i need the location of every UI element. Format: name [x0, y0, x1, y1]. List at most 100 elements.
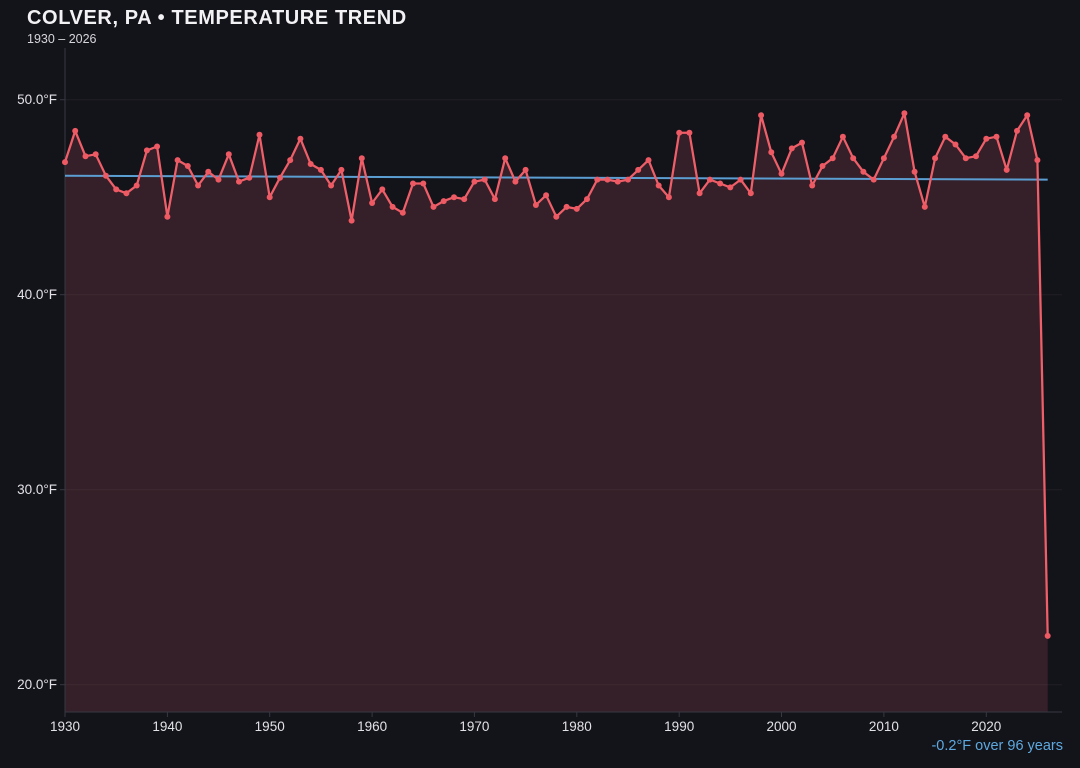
data-point: [983, 135, 990, 142]
data-point: [952, 141, 959, 148]
data-point: [471, 178, 478, 185]
data-point: [236, 178, 242, 185]
data-point: [369, 200, 376, 206]
data-point: [727, 184, 734, 191]
data-point: [921, 203, 928, 210]
data-point: [348, 217, 355, 224]
data-point: [829, 155, 836, 162]
data-point: [461, 196, 468, 203]
data-point: [266, 194, 273, 201]
x-tick-label: 2000: [766, 719, 796, 734]
x-tick-label: 1950: [255, 719, 285, 734]
data-point: [246, 174, 253, 181]
data-point: [174, 157, 181, 164]
data-point: [717, 180, 724, 187]
data-point: [62, 159, 68, 166]
chart-header: COLVER, PA • TEMPERATURE TREND 1930 – 20…: [27, 7, 407, 46]
chart-subtitle: 1930 – 2026: [27, 32, 97, 46]
area-fill: [65, 113, 1048, 713]
data-point: [1044, 632, 1051, 639]
y-axis-labels: 50.0°F 40.0°F 30.0°F 20.0°F: [17, 92, 57, 692]
data-point: [706, 176, 713, 183]
data-point: [256, 131, 263, 138]
data-point: [891, 133, 898, 140]
data-point: [850, 155, 857, 162]
data-point: [123, 190, 130, 197]
data-point: [410, 180, 416, 187]
data-point: [962, 155, 969, 162]
data-point: [195, 182, 202, 189]
data-point: [205, 168, 212, 175]
data-point: [686, 129, 693, 136]
data-point: [993, 133, 1000, 140]
data-point: [225, 151, 232, 158]
data-point: [553, 213, 560, 220]
data-point: [389, 203, 396, 210]
trend-line: [64, 174, 1048, 181]
data-point: [696, 190, 703, 197]
data-point: [307, 161, 314, 167]
data-point: [901, 110, 908, 117]
data-point: [72, 127, 79, 134]
data-point: [532, 202, 539, 208]
y-tick-label: 40.0°F: [17, 287, 57, 302]
y-tick-label: 50.0°F: [17, 92, 57, 107]
data-point: [747, 190, 754, 197]
data-point: [614, 178, 621, 185]
data-point: [277, 174, 283, 181]
trend-annotation: -0.2°F over 96 years: [931, 738, 1063, 754]
data-point: [778, 170, 785, 177]
data-point: [799, 139, 805, 146]
data-point: [440, 198, 447, 205]
data-point: [481, 176, 488, 183]
data-point: [1024, 112, 1031, 119]
data-point: [655, 182, 662, 189]
data-point: [317, 166, 324, 173]
page-title: COLVER, PA • TEMPERATURE TREND: [27, 7, 407, 29]
data-point: [737, 176, 744, 183]
data-point: [379, 186, 386, 193]
data-points: [62, 110, 1051, 639]
data-point: [164, 213, 171, 220]
data-point: [522, 166, 529, 173]
data-point: [154, 143, 161, 150]
gridlines: [65, 99, 1062, 686]
data-point: [768, 149, 775, 156]
x-axis-labels: 1930 1940 1950 1960 1970 1980 1990 2000 2010 2020: [50, 719, 1001, 734]
data-point: [502, 155, 509, 162]
y-tick-label: 30.0°F: [17, 482, 57, 497]
data-point: [839, 133, 846, 140]
data-point: [1034, 157, 1041, 164]
data-point: [819, 163, 826, 169]
data-point: [973, 153, 979, 160]
data-point: [297, 135, 304, 142]
x-tick-label: 1960: [357, 719, 387, 734]
data-point: [1014, 127, 1020, 134]
data-point: [594, 176, 601, 183]
data-point: [584, 196, 590, 203]
x-tick-label: 1990: [664, 719, 694, 734]
data-point: [451, 194, 457, 201]
data-point: [635, 166, 642, 173]
data-point: [1003, 166, 1010, 173]
x-tick-label: 2010: [869, 719, 899, 734]
data-point: [420, 180, 427, 187]
x-tick-label: 2020: [971, 719, 1001, 734]
data-point: [860, 168, 867, 175]
data-point: [788, 145, 795, 152]
data-point: [758, 112, 765, 119]
data-point: [491, 196, 498, 203]
data-point: [328, 182, 335, 189]
data-point: [399, 209, 406, 216]
data-point: [143, 147, 150, 154]
y-tick-label: 20.0°F: [17, 677, 57, 692]
data-point: [338, 166, 345, 173]
data-point: [665, 194, 672, 201]
data-point: [573, 205, 580, 212]
x-tick-label: 1930: [50, 719, 80, 734]
data-point: [102, 172, 109, 179]
data-point: [645, 157, 652, 164]
data-point: [809, 182, 816, 189]
